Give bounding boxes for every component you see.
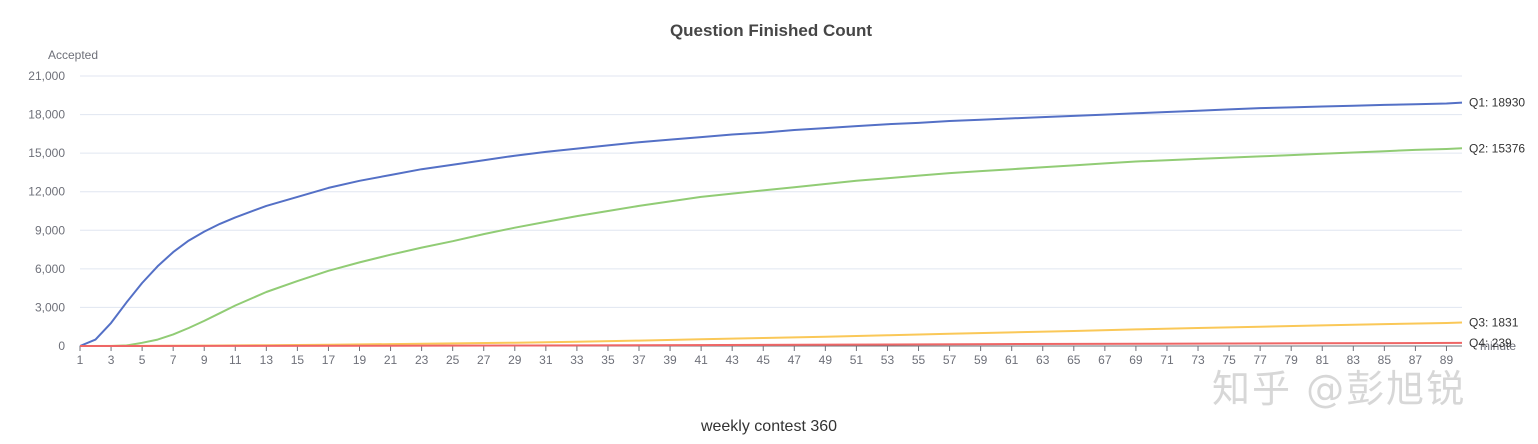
y-tick-label: 12,000: [28, 185, 65, 199]
x-tick-label: 81: [1316, 353, 1330, 367]
chart-footer-label: weekly contest 360: [700, 418, 838, 435]
x-tick-label: 15: [291, 353, 305, 367]
x-tick-label: 47: [788, 353, 802, 367]
x-tick-label: 85: [1378, 353, 1392, 367]
x-tick-label: 31: [539, 353, 553, 367]
x-tick-label: 13: [260, 353, 274, 367]
x-tick-label: 23: [415, 353, 429, 367]
x-tick-label: 71: [1160, 353, 1174, 367]
series-end-labels: Q1: 18930 Q2: 15376 Q3: 1831 Q4: 239: [1469, 96, 1525, 350]
x-tick-label: 45: [757, 353, 771, 367]
x-tick-label: 75: [1222, 353, 1236, 367]
x-tick-label: 61: [1005, 353, 1019, 367]
y-axis-label: Accepted: [48, 48, 98, 62]
x-tick-label: 29: [508, 353, 522, 367]
x-tick-label: 67: [1098, 353, 1112, 367]
x-tick-label: 17: [322, 353, 336, 367]
series-lines: [79, 101, 1463, 347]
x-tick-label: 9: [201, 353, 208, 367]
x-tick-label: 83: [1347, 353, 1361, 367]
x-tick-label: 65: [1067, 353, 1081, 367]
line-chart: Question Finished Count Accepted 0 3,000 6…: [28, 21, 1525, 367]
series-line-q2: [80, 147, 1463, 347]
x-tick-label: 63: [1036, 353, 1050, 367]
y-tick-label: 18,000: [28, 108, 65, 122]
x-tick-label: 59: [974, 353, 988, 367]
x-axis-ticks: 1 3 5 7 9 11 13 15 17 19 21 23 25 27 29 31 33 35 37 39 41 43 4…: [77, 346, 1454, 367]
x-tick-label: 49: [819, 353, 833, 367]
x-tick-label: 25: [446, 353, 460, 367]
end-label-q4: Q4: 239: [1469, 336, 1512, 350]
chart-title: Question Finished Count: [670, 21, 872, 40]
x-tick-label: 27: [477, 353, 491, 367]
x-tick-label: 55: [912, 353, 926, 367]
x-tick-label: 21: [384, 353, 398, 367]
x-tick-label: 1: [77, 353, 84, 367]
end-label-q3: Q3: 1831: [1469, 315, 1519, 329]
x-tick-label: 39: [663, 353, 677, 367]
x-tick-label: 77: [1253, 353, 1267, 367]
x-tick-label: 33: [570, 353, 584, 367]
y-tick-label: 6,000: [35, 262, 65, 276]
x-tick-label: 51: [850, 353, 864, 367]
watermark-text: 知乎 @彭旭锐: [1212, 367, 1467, 411]
x-tick-label: 87: [1409, 353, 1423, 367]
x-tick-label: 35: [601, 353, 615, 367]
x-tick-label: 37: [632, 353, 646, 367]
y-axis-ticks: 0 3,000 6,000 9,000 12,000 15,000 18,000 21,000: [28, 69, 65, 353]
x-tick-label: 5: [139, 353, 146, 367]
y-tick-label: 0: [58, 339, 65, 353]
x-tick-label: 19: [353, 353, 367, 367]
x-tick-label: 3: [108, 353, 115, 367]
x-tick-label: 53: [881, 353, 895, 367]
series-line-q4: [79, 341, 1463, 347]
x-tick-label: 43: [726, 353, 740, 367]
x-tick-label: 79: [1285, 353, 1299, 367]
x-tick-label: 73: [1191, 353, 1205, 367]
end-label-q2: Q2: 15376: [1469, 141, 1525, 155]
x-tick-label: 57: [943, 353, 957, 367]
end-label-q1: Q1: 18930: [1469, 96, 1525, 110]
x-tick-label: 41: [694, 353, 708, 367]
x-tick-label: 11: [229, 353, 242, 367]
y-tick-label: 15,000: [28, 146, 65, 160]
y-tick-label: 9,000: [35, 223, 65, 237]
y-tick-label: 21,000: [28, 69, 65, 83]
x-tick-label: 69: [1129, 353, 1143, 367]
x-axis-label: minute: [1480, 339, 1516, 353]
y-tick-label: 3,000: [35, 300, 65, 314]
x-tick-label: 7: [170, 353, 177, 367]
series-line-q1: [79, 101, 1463, 347]
grid-lines: [80, 75, 1462, 347]
x-tick-label: 89: [1440, 353, 1454, 367]
